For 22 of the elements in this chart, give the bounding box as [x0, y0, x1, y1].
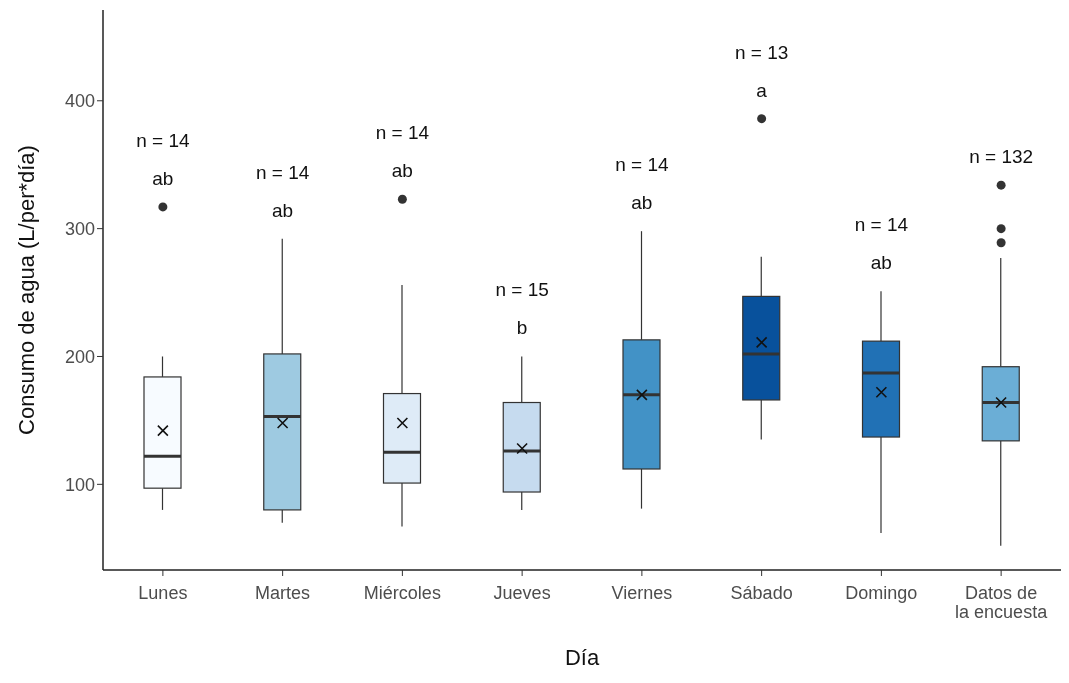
x-tick-label: Datos de la encuesta	[955, 582, 1049, 622]
annotation: n = 14 ab	[136, 129, 190, 189]
y-tick-label: 300	[64, 219, 95, 240]
annotation: n = 15 b	[495, 279, 549, 339]
x-tick-label: Sábado	[730, 582, 793, 603]
x-tick-label: Martes	[255, 582, 311, 603]
y-axis-title: Consumo de agua (L/per*día)	[13, 145, 39, 435]
annotation: n = 14 ab	[854, 214, 909, 274]
x-tick-label: Viernes	[611, 582, 673, 603]
annotation: n = 13 a	[734, 41, 789, 101]
x-tick-label: Miércoles	[363, 582, 441, 603]
annotation: n = 14 ab	[615, 154, 669, 214]
annotation: n = 132	[969, 146, 1034, 168]
x-tick-label: Lunes	[138, 582, 188, 603]
annotation: n = 14 ab	[255, 161, 310, 221]
x-tick-label: Domingo	[845, 582, 918, 603]
y-tick-label: 100	[64, 474, 95, 495]
x-axis-title: Día	[564, 645, 600, 670]
x-tick-label: Jueves	[493, 582, 551, 603]
y-tick-label: 400	[64, 91, 95, 112]
y-tick-label: 200	[64, 346, 95, 367]
annotation: n = 14 ab	[375, 122, 430, 182]
